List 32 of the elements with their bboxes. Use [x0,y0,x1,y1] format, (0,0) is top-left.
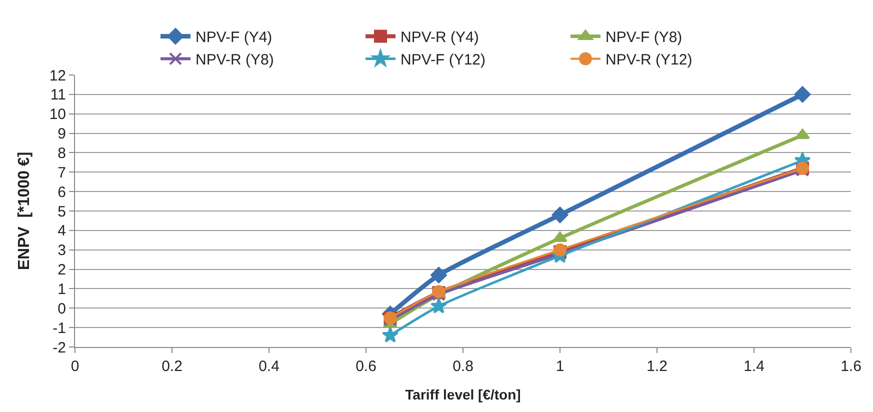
x-tick-label: 0.6 [356,358,376,375]
y-tick-label: 10 [49,106,66,124]
y-tick-label: 4 [58,222,66,240]
y-tick-label: 12 [49,67,66,84]
x-tick-label: 0.8 [452,358,474,375]
y-tick-label: 5 [58,203,66,220]
x-axis-title: Tariff level [€/ton] [405,386,521,402]
x-tick-label: 1.4 [744,358,764,375]
legend-label: NPV-R (Y12) [606,52,692,69]
legend-label: NPV-R (Y8) [196,52,274,69]
y-tick-label: 2 [58,262,66,279]
legend-label: NPV-F (Y8) [606,29,682,46]
y-tick-label: -1 [52,320,66,337]
y-tick-label: 0 [58,300,66,318]
x-tick-label: 0 [70,358,80,375]
y-tick-label: 8 [58,144,66,162]
x-tick-label: 1.6 [840,358,862,375]
y-tick-label: 9 [58,126,66,143]
y-tick-label: 11 [50,86,66,104]
y-tick-label: 1 [58,280,66,298]
y-axis-title: ENPV [*1000 €] [16,152,34,270]
x-tick-label: 1.2 [646,358,668,375]
y-tick-label: 3 [58,242,66,260]
legend-label: NPV-F (Y4) [196,29,272,46]
legend-label: NPV-R (Y4) [400,29,479,46]
y-tick-label: 7 [58,164,66,182]
x-tick-label: 0.4 [258,358,280,375]
x-tick-label: 0.2 [162,358,182,375]
y-tick-label: 6 [58,184,66,201]
y-tick-label: -2 [52,339,66,356]
legend-label: NPV-F (Y12) [400,52,486,69]
x-tick-label: 1 [556,358,564,375]
